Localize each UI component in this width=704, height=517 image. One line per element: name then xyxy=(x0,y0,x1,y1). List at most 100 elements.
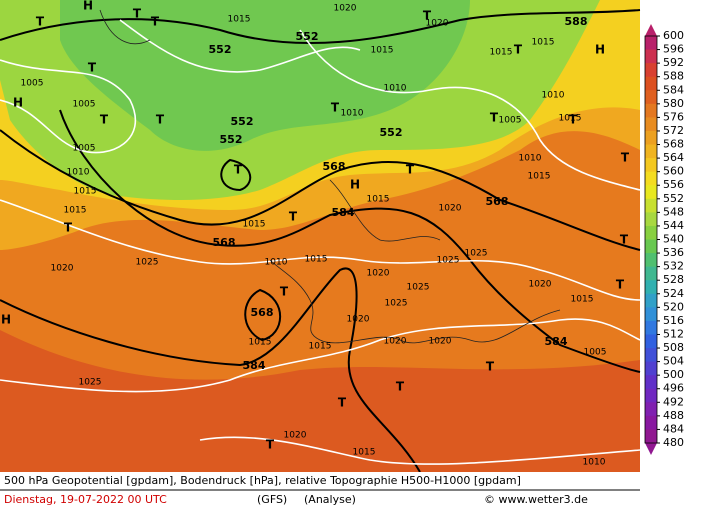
pressure-center: T xyxy=(280,285,289,299)
pressure-label: 1015 xyxy=(228,15,251,25)
colorbar-segment xyxy=(645,334,657,349)
pressure-center: T xyxy=(396,380,405,394)
pressure-center: T xyxy=(156,113,165,127)
pressure-label: 1010 xyxy=(265,258,288,268)
colorbar-label: 508 xyxy=(663,341,684,354)
geopotential-label: 568 xyxy=(486,195,509,208)
colorbar-bottom-arrow xyxy=(645,443,657,455)
geopotential-label: 584 xyxy=(243,359,266,372)
pressure-label: 1025 xyxy=(79,378,102,388)
pressure-center: H xyxy=(350,178,360,192)
colorbar-label: 488 xyxy=(663,409,684,422)
pressure-label: 1015 xyxy=(559,114,582,124)
footer-model: (GFS) xyxy=(257,493,287,506)
colorbar-segment xyxy=(645,388,657,403)
pressure-label: 1005 xyxy=(584,348,607,358)
colorbar-label: 588 xyxy=(663,70,684,83)
colorbar-label: 512 xyxy=(663,327,684,340)
pressure-label: 1015 xyxy=(353,448,376,458)
geopotential-label: 552 xyxy=(380,126,403,139)
map-labels: 1015 1020 1020 1015 1015 1015 1005 1005 1005 1010… xyxy=(1,0,630,468)
colorbar-label: 580 xyxy=(663,97,684,110)
pressure-center: T xyxy=(151,15,160,29)
pressure-center: H xyxy=(13,96,23,110)
pressure-label: 1015 xyxy=(490,48,513,58)
colorbar-segment xyxy=(645,307,657,322)
colorbar-label: 500 xyxy=(663,368,684,381)
colorbar-label: 496 xyxy=(663,382,684,395)
colorbar-segment xyxy=(645,130,657,146)
pressure-center: H xyxy=(83,0,93,13)
pressure-label: 1010 xyxy=(519,154,542,164)
pressure-label: 1015 xyxy=(367,195,390,205)
pressure-label: 1015 xyxy=(74,187,97,197)
colorbar-segment xyxy=(645,293,657,308)
colorbar-segment xyxy=(645,171,657,186)
pressure-label: 1025 xyxy=(407,283,430,293)
colorbar-label: 560 xyxy=(663,165,684,178)
pressure-label: 1025 xyxy=(465,249,488,259)
pressure-label: 1015 xyxy=(309,342,332,352)
geopotential-label: 568 xyxy=(251,306,274,319)
colorbar-label: 552 xyxy=(663,192,684,205)
pressure-center: T xyxy=(486,360,495,374)
colorbar-label: 528 xyxy=(663,273,684,286)
isobars xyxy=(0,19,641,465)
geopotential-label: 568 xyxy=(323,160,346,173)
colorbar-label: 600 xyxy=(663,29,684,42)
colorbar-segment xyxy=(645,361,657,376)
pressure-label: 1005 xyxy=(21,79,44,89)
pressure-center: T xyxy=(423,9,432,23)
pressure-center: T xyxy=(88,61,97,75)
pressure-label: 1010 xyxy=(542,91,565,101)
colorbar-segment xyxy=(645,185,657,200)
footer-description: 500 hPa Geopotential [gpdam], Bodendruck… xyxy=(4,474,521,487)
footer-run: (Analyse) xyxy=(304,493,356,506)
pressure-center: T xyxy=(331,101,340,115)
pressure-center: T xyxy=(490,111,499,125)
colorbar-segment xyxy=(645,198,657,213)
colorbar-label: 584 xyxy=(663,83,684,96)
colorbar-segment xyxy=(645,348,657,363)
pressure-center: T xyxy=(620,233,629,247)
colorbar-segment xyxy=(645,212,657,227)
pressure-label: 1020 xyxy=(284,431,307,441)
pressure-label: 1020 xyxy=(384,337,407,347)
colorbar-segment xyxy=(645,280,657,295)
pressure-label: 1015 xyxy=(532,38,555,48)
colorbar-segment xyxy=(645,144,657,159)
pressure-center: T xyxy=(289,210,298,224)
pressure-center: T xyxy=(514,43,523,57)
pressure-label: 1020 xyxy=(439,204,462,214)
colorbar-label: 524 xyxy=(663,287,684,300)
footer-credit: © www.wetter3.de xyxy=(484,493,588,506)
colorbar-label: 532 xyxy=(663,260,684,273)
pressure-label: 1020 xyxy=(367,269,390,279)
geopotential-label: 584 xyxy=(332,206,355,219)
colorbar-segment xyxy=(645,239,657,254)
pressure-label: 1020 xyxy=(51,264,74,274)
pressure-center: T xyxy=(234,163,243,177)
pressure-center: T xyxy=(616,278,625,292)
colorbar-label: 520 xyxy=(663,300,684,313)
footer-date: Dienstag, 19-07-2022 00 UTC xyxy=(4,493,167,506)
pressure-label: 1020 xyxy=(347,315,370,325)
map xyxy=(0,0,641,473)
colorbar-label: 564 xyxy=(663,151,684,164)
pressure-label: 1005 xyxy=(73,144,96,154)
colorbar-segment xyxy=(645,103,657,118)
geopotential-label: 588 xyxy=(565,15,588,28)
pressure-label: 1015 xyxy=(305,255,328,265)
colorbar-label: 480 xyxy=(663,436,684,449)
colorbar-top-arrow xyxy=(645,24,657,36)
geopotential-label: 552 xyxy=(231,115,254,128)
colorbar-label: 556 xyxy=(663,178,684,191)
colorbar-segment xyxy=(645,225,657,240)
pressure-center: H xyxy=(595,43,605,57)
red-zone xyxy=(0,330,640,472)
colorbar-label: 540 xyxy=(663,233,684,246)
pressure-label: 1020 xyxy=(429,337,452,347)
pressure-label: 1020 xyxy=(334,4,357,14)
colorbar-label: 504 xyxy=(663,355,684,368)
